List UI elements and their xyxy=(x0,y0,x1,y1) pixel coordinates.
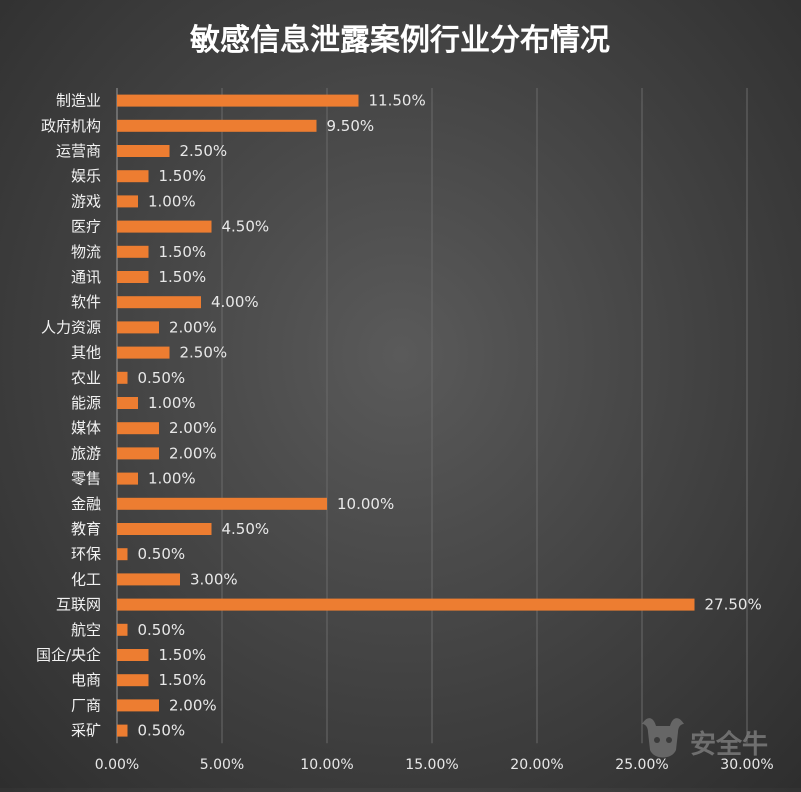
category-label: 厂商 xyxy=(71,696,101,714)
data-label: 4.50% xyxy=(222,218,270,236)
bars xyxy=(117,94,695,737)
category-label: 金融 xyxy=(71,495,101,513)
watermark-text: 安全牛 xyxy=(690,729,768,760)
data-label: 10.00% xyxy=(337,495,394,513)
bar xyxy=(117,623,128,636)
data-label: 0.50% xyxy=(138,621,186,639)
x-axis-ticks: 0.00% 5.00% 10.00% 15.00% 20.00% 25.00% 30.00% xyxy=(95,757,774,773)
data-label: 1.00% xyxy=(148,470,196,488)
data-label: 2.00% xyxy=(169,419,217,437)
bar xyxy=(117,573,180,586)
category-label: 运营商 xyxy=(56,142,101,160)
category-label: 制造业 xyxy=(56,92,101,110)
x-tick-label: 25.00% xyxy=(615,757,668,773)
chart-title: 敏感信息泄露案例行业分布情况 xyxy=(190,23,610,58)
bar xyxy=(117,94,359,107)
category-label: 其他 xyxy=(71,344,101,362)
data-label: 0.50% xyxy=(138,722,186,740)
category-label: 政府机构 xyxy=(41,117,101,135)
category-label: 采矿 xyxy=(71,722,101,740)
x-tick-label: 10.00% xyxy=(300,757,353,773)
category-label: 物流 xyxy=(71,243,101,261)
data-label: 1.50% xyxy=(159,268,207,286)
data-label: 1.50% xyxy=(159,243,207,261)
category-label: 通讯 xyxy=(71,268,101,286)
bar xyxy=(117,523,212,535)
category-label: 国企/央企 xyxy=(36,646,101,664)
bar xyxy=(117,497,327,510)
data-label: 1.50% xyxy=(159,167,207,185)
category-label: 游戏 xyxy=(71,192,101,210)
bar xyxy=(117,548,128,561)
data-label: 2.50% xyxy=(180,344,228,362)
labels: 制造业 11.50% 政府机构 9.50% 运营商 2.50% 娱乐 1.50% 游戏 1.00%… xyxy=(36,92,762,740)
data-label: 1.50% xyxy=(159,646,207,664)
data-label: 2.00% xyxy=(169,318,217,336)
bar xyxy=(117,422,159,435)
category-label: 娱乐 xyxy=(71,167,101,185)
bar xyxy=(117,649,149,661)
category-label: 化工 xyxy=(71,570,101,588)
bar xyxy=(117,170,149,183)
bar xyxy=(117,321,159,334)
bar xyxy=(117,195,138,208)
category-label: 医疗 xyxy=(71,218,101,236)
category-label: 电商 xyxy=(71,671,101,689)
bar xyxy=(117,119,317,132)
data-label: 0.50% xyxy=(138,545,186,563)
category-label: 教育 xyxy=(71,520,101,538)
bar xyxy=(117,699,159,712)
data-label: 9.50% xyxy=(327,117,375,135)
bar xyxy=(117,271,149,283)
category-label: 农业 xyxy=(71,369,101,387)
bar xyxy=(117,296,201,309)
data-label: 2.00% xyxy=(169,444,217,462)
category-label: 软件 xyxy=(71,293,101,311)
x-tick-label: 0.00% xyxy=(95,757,139,773)
category-label: 互联网 xyxy=(56,596,101,614)
category-label: 零售 xyxy=(71,470,101,488)
bar xyxy=(117,397,138,409)
grid-lines xyxy=(116,88,748,744)
category-label: 环保 xyxy=(71,545,101,563)
data-label: 4.50% xyxy=(222,520,270,538)
category-label: 媒体 xyxy=(71,419,101,437)
data-label: 11.50% xyxy=(369,92,426,110)
watermark: 安全牛 xyxy=(642,718,768,760)
bar xyxy=(117,346,170,359)
bar xyxy=(117,371,128,384)
x-tick-label: 30.00% xyxy=(720,757,773,773)
bar xyxy=(117,220,212,233)
bar xyxy=(117,447,159,460)
data-label: 4.00% xyxy=(211,293,259,311)
data-label: 1.00% xyxy=(148,394,196,412)
bar xyxy=(117,724,128,737)
data-label: 2.00% xyxy=(169,696,217,714)
data-label: 0.50% xyxy=(138,369,186,387)
bar xyxy=(117,472,138,485)
x-tick-label: 5.00% xyxy=(200,757,244,773)
data-label: 3.00% xyxy=(190,570,238,588)
data-label: 27.50% xyxy=(705,596,762,614)
x-tick-label: 20.00% xyxy=(510,757,563,773)
bar xyxy=(117,674,149,687)
category-label: 人力资源 xyxy=(41,318,101,336)
bull-logo-icon xyxy=(642,718,684,758)
data-label: 1.50% xyxy=(159,671,207,689)
category-label: 旅游 xyxy=(71,444,101,462)
category-label: 能源 xyxy=(71,394,101,412)
x-tick-label: 15.00% xyxy=(405,757,458,773)
bar xyxy=(117,245,149,258)
data-label: 1.00% xyxy=(148,192,196,210)
category-label: 航空 xyxy=(71,621,101,639)
data-label: 2.50% xyxy=(180,142,228,160)
bar xyxy=(117,145,170,157)
bar xyxy=(117,598,695,611)
